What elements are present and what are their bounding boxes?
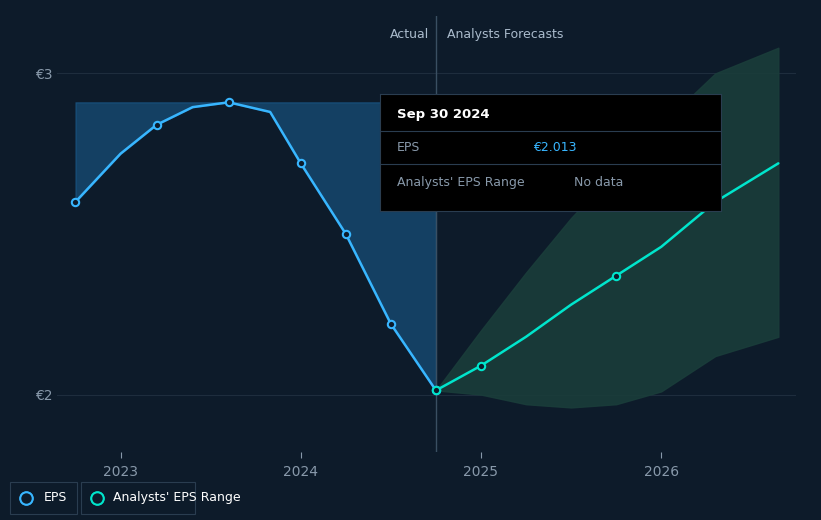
Text: Analysts' EPS Range: Analysts' EPS Range <box>112 491 241 504</box>
Point <box>150 121 163 129</box>
Point <box>475 361 488 370</box>
Point <box>69 198 82 206</box>
Text: €2.013: €2.013 <box>534 141 577 154</box>
Text: EPS: EPS <box>397 141 420 154</box>
Text: Actual: Actual <box>389 29 429 42</box>
Point <box>339 230 352 238</box>
Point <box>384 320 397 328</box>
Text: No data: No data <box>575 176 624 189</box>
Point <box>429 386 443 395</box>
Text: Analysts' EPS Range: Analysts' EPS Range <box>397 176 525 189</box>
Text: Sep 30 2024: Sep 30 2024 <box>397 108 490 121</box>
FancyBboxPatch shape <box>10 482 77 514</box>
Point <box>294 159 307 167</box>
FancyBboxPatch shape <box>81 482 195 514</box>
Point <box>609 271 622 280</box>
Point <box>429 386 443 395</box>
Point <box>709 198 722 206</box>
Point <box>222 98 236 107</box>
Text: Analysts Forecasts: Analysts Forecasts <box>447 29 563 42</box>
Text: EPS: EPS <box>44 491 67 504</box>
